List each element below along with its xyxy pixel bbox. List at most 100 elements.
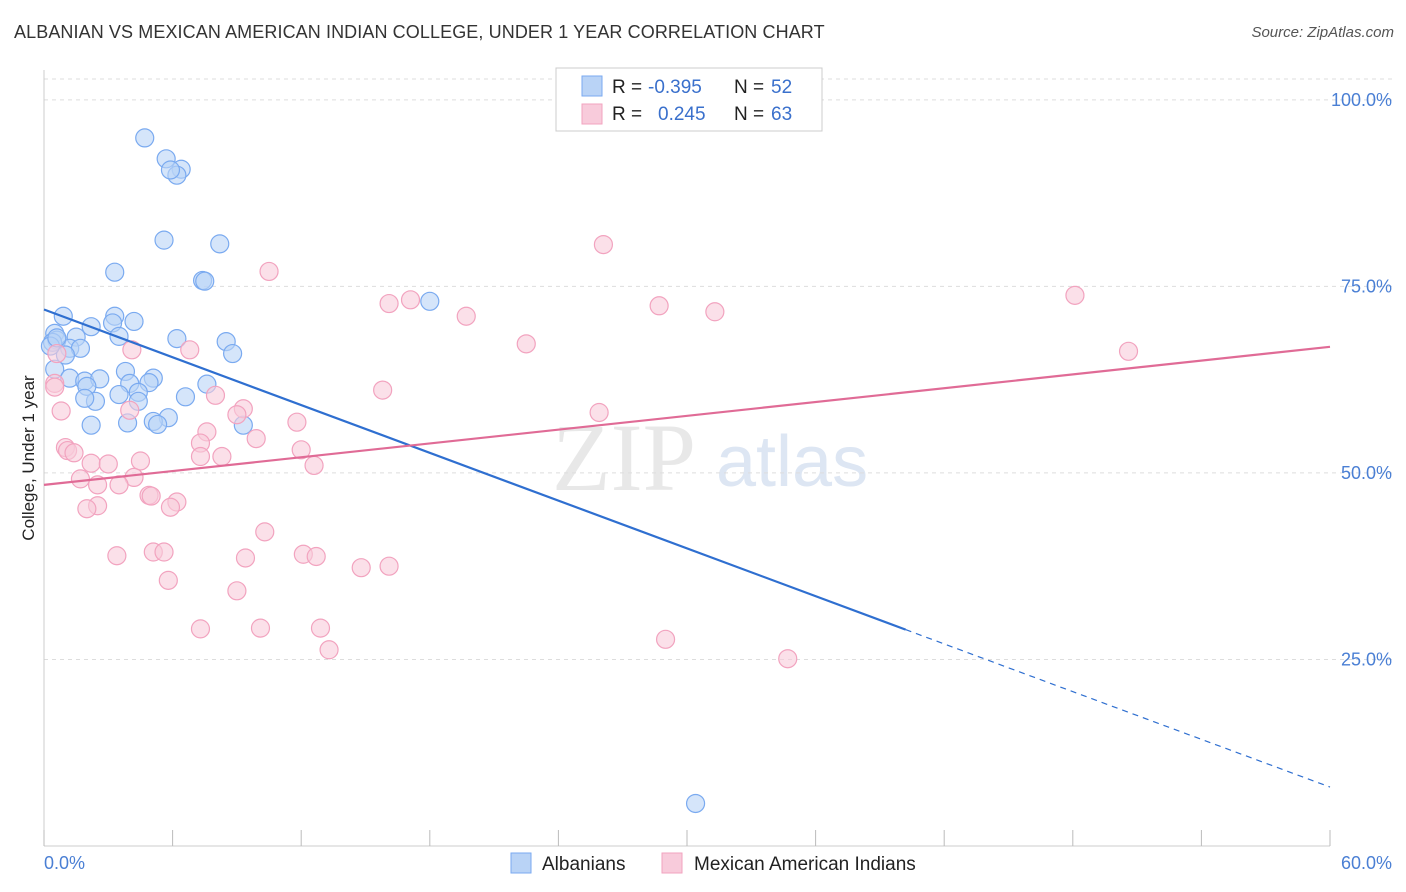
point-albanians bbox=[75, 388, 95, 408]
gridlines bbox=[44, 78, 1392, 660]
point-mexican-american-indians bbox=[400, 290, 421, 310]
point-mexican-american-indians bbox=[1065, 285, 1085, 305]
stats-n-value-albanians: 52 bbox=[771, 77, 792, 98]
point-mexican-american-indians bbox=[64, 443, 84, 463]
point-mexican-american-indians bbox=[373, 380, 393, 400]
point-mexican-american-indians bbox=[47, 343, 67, 364]
legend-swatch-mexican-american-indians bbox=[661, 852, 683, 874]
point-mexican-american-indians bbox=[456, 306, 476, 326]
point-mexican-american-indians bbox=[98, 454, 118, 474]
stats-n-label-albanians: N = bbox=[734, 77, 764, 98]
point-mexican-american-indians bbox=[81, 453, 101, 473]
y-tick-label: 100.0% bbox=[1331, 90, 1392, 110]
point-mexican-american-indians bbox=[158, 570, 178, 590]
legend-swatch-albanians bbox=[510, 852, 532, 874]
stats-swatch-mexican-american-indians bbox=[581, 103, 603, 125]
point-albanians bbox=[167, 329, 187, 349]
point-albanians bbox=[175, 387, 196, 407]
point-albanians bbox=[154, 230, 174, 250]
point-mexican-american-indians bbox=[306, 546, 326, 567]
y-tick-label: 25.0% bbox=[1341, 649, 1392, 669]
point-mexican-american-indians bbox=[1118, 341, 1139, 361]
y-tick-labels: 25.0% 50.0% 75.0% 100.0% bbox=[1331, 90, 1392, 670]
point-mexican-american-indians bbox=[122, 340, 142, 360]
point-mexican-american-indians bbox=[205, 385, 226, 405]
point-mexican-american-indians bbox=[351, 558, 371, 578]
y-tick-label: 50.0% bbox=[1341, 463, 1392, 483]
watermark-atlas: atlas bbox=[716, 422, 868, 502]
point-mexican-american-indians bbox=[379, 556, 399, 576]
source-credit: Source: ZipAtlas.com bbox=[1251, 24, 1394, 41]
point-albanians bbox=[160, 160, 181, 180]
point-mexican-american-indians bbox=[291, 440, 311, 460]
stats-n-label-mexican-american-indians: N = bbox=[734, 104, 764, 125]
point-albanians bbox=[124, 311, 144, 332]
point-mexican-american-indians bbox=[130, 451, 151, 471]
stats-n-value-mexican-american-indians: 63 bbox=[771, 104, 792, 125]
x-tick-label-max: 60.0% bbox=[1341, 853, 1392, 873]
trend-extension-albanians bbox=[905, 629, 1331, 788]
stats-swatch-albanians bbox=[581, 75, 603, 97]
point-mexican-american-indians bbox=[255, 522, 275, 542]
point-mexican-american-indians bbox=[259, 261, 279, 282]
point-albanians bbox=[210, 234, 230, 254]
point-albanians bbox=[81, 415, 101, 435]
x-ticks bbox=[43, 830, 1331, 846]
legend: Albanians Mexican American Indians bbox=[510, 852, 916, 875]
point-mexican-american-indians bbox=[589, 402, 609, 423]
y-axis-title: College, Under 1 year bbox=[19, 375, 38, 541]
point-albanians bbox=[223, 343, 243, 364]
point-mexican-american-indians bbox=[319, 640, 339, 660]
point-mexican-american-indians bbox=[154, 542, 174, 562]
chart-title: ALBANIAN VS MEXICAN AMERICAN INDIAN COLL… bbox=[14, 22, 825, 42]
point-albanians bbox=[109, 384, 129, 405]
point-mexican-american-indians bbox=[649, 296, 669, 316]
point-albanians bbox=[195, 271, 215, 291]
watermark-zip: ZIP bbox=[552, 404, 696, 511]
point-mexican-american-indians bbox=[120, 400, 140, 420]
point-mexican-american-indians bbox=[77, 499, 97, 519]
point-albanians bbox=[147, 414, 168, 435]
legend-label-mexican-american-indians: Mexican American Indians bbox=[694, 854, 916, 875]
point-mexican-american-indians bbox=[227, 405, 247, 425]
point-mexican-american-indians bbox=[45, 377, 65, 397]
y-tick-label: 75.0% bbox=[1341, 276, 1392, 296]
point-mexican-american-indians bbox=[235, 548, 256, 568]
point-mexican-american-indians bbox=[287, 412, 307, 432]
stats-box: R = -0.395 N = 52 R = 0.245 N = 63 bbox=[555, 67, 823, 132]
point-mexican-american-indians bbox=[379, 293, 399, 314]
stats-r-value-mexican-american-indians: 0.245 bbox=[658, 104, 706, 125]
point-mexican-american-indians bbox=[190, 619, 211, 639]
point-mexican-american-indians bbox=[593, 235, 614, 255]
data-points bbox=[40, 128, 1139, 814]
point-mexican-american-indians bbox=[190, 446, 211, 467]
point-albanians bbox=[685, 793, 706, 814]
point-mexican-american-indians bbox=[516, 334, 536, 354]
point-albanians bbox=[420, 291, 440, 311]
point-mexican-american-indians bbox=[141, 486, 161, 506]
trend-line-mexican-american-indians bbox=[43, 345, 1331, 486]
stats-r-label-mexican-american-indians: R = bbox=[612, 104, 642, 125]
trend-line-albanians bbox=[43, 308, 907, 631]
point-mexican-american-indians bbox=[246, 429, 266, 449]
point-mexican-american-indians bbox=[304, 455, 324, 476]
point-mexican-american-indians bbox=[227, 581, 247, 601]
point-mexican-american-indians bbox=[655, 629, 676, 649]
trend-lines bbox=[43, 308, 1331, 788]
point-mexican-american-indians bbox=[180, 340, 200, 360]
point-mexican-american-indians bbox=[250, 618, 271, 638]
stats-r-value-albanians: -0.395 bbox=[648, 77, 702, 98]
point-mexican-american-indians bbox=[212, 446, 232, 467]
point-mexican-american-indians bbox=[51, 401, 71, 421]
point-mexican-american-indians bbox=[107, 546, 127, 566]
stats-r-label-albanians: R = bbox=[612, 77, 642, 98]
point-albanians bbox=[135, 128, 155, 148]
point-mexican-american-indians bbox=[705, 302, 725, 322]
point-mexican-american-indians bbox=[778, 649, 798, 669]
legend-label-albanians: Albanians bbox=[542, 854, 625, 875]
point-albanians bbox=[105, 262, 125, 282]
point-mexican-american-indians bbox=[70, 469, 91, 489]
point-mexican-american-indians bbox=[160, 497, 181, 517]
x-tick-label-min: 0.0% bbox=[44, 853, 85, 873]
